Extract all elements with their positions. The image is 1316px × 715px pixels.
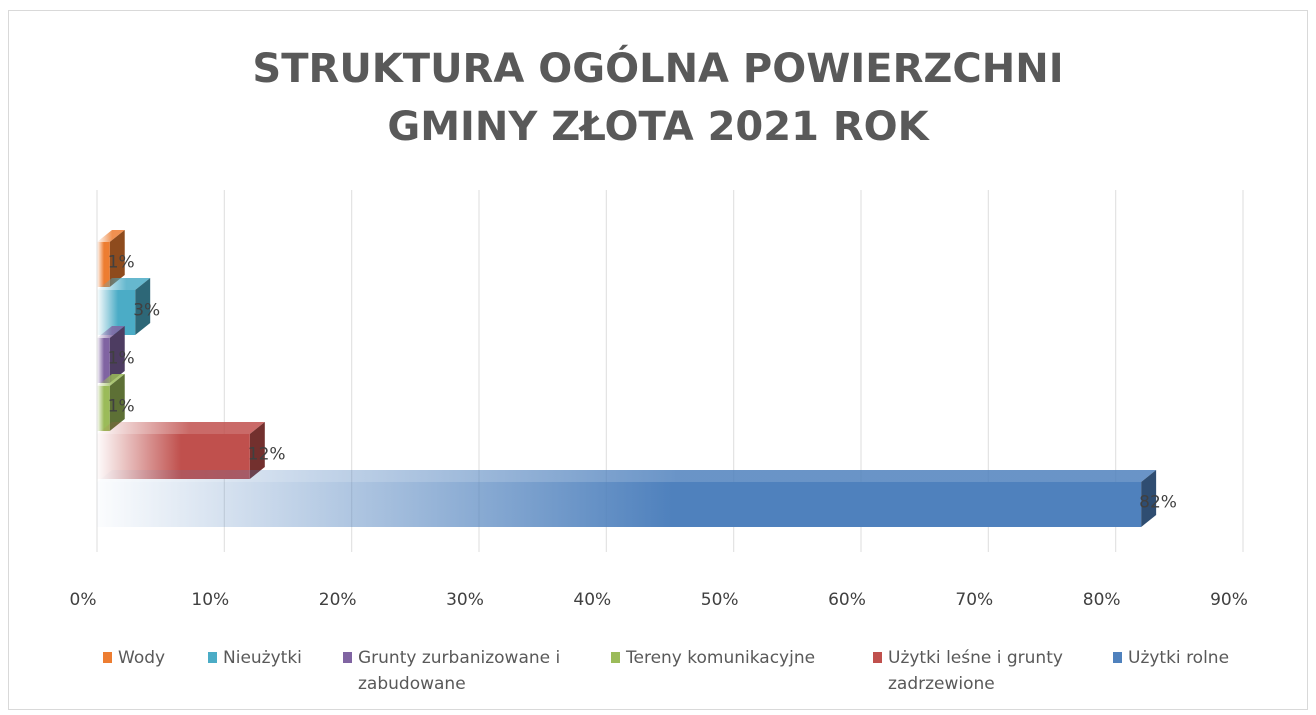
bar-top (97, 326, 125, 338)
legend-label: Wody (118, 648, 166, 668)
bar-top (97, 422, 265, 434)
bar-side (1141, 470, 1157, 527)
legend-swatch (1113, 652, 1122, 663)
x-tick-label: 80% (1083, 590, 1121, 610)
bar-side (135, 278, 151, 335)
legend-item: Tereny komunikacyjne (611, 645, 815, 671)
data-label: 82% (1139, 493, 1177, 513)
bar (97, 482, 1142, 527)
legend-item: Nieużytki (208, 645, 302, 671)
data-label: 12% (248, 445, 286, 465)
data-label: 1% (108, 253, 135, 273)
bar (97, 242, 110, 287)
data-label: 3% (133, 301, 160, 321)
x-tick-label: 60% (828, 590, 866, 610)
x-tick-label: 50% (701, 590, 739, 610)
x-tick-label: 10% (191, 590, 229, 610)
bar-top (97, 470, 1157, 482)
bar (97, 338, 110, 383)
x-tick-label: 30% (446, 590, 484, 610)
legend-swatch (208, 652, 217, 663)
legend-item: Wody (103, 645, 165, 671)
legend-swatch (611, 652, 620, 663)
chart-title: STRUKTURA OGÓLNA POWIERZCHNI GMINY ZŁOTA… (252, 46, 1064, 150)
legend-swatch (343, 652, 352, 663)
bar-side (249, 422, 265, 479)
bar-side (109, 374, 125, 431)
x-tick-label: 90% (1210, 590, 1248, 610)
bar-side (109, 230, 125, 287)
data-label: 1% (108, 349, 135, 369)
x-tick-label: 40% (573, 590, 611, 610)
bar-top (97, 230, 125, 242)
legend-label: Grunty zurbanizowane i zabudowane (358, 648, 561, 694)
legend-label: Użytki leśne i grunty zadrzewione (888, 648, 1063, 694)
bar (97, 386, 110, 431)
legend-label: Tereny komunikacyjne (626, 648, 816, 668)
legend-label: Użytki rolne (1128, 648, 1230, 668)
bar-top (97, 278, 151, 290)
bar-side (109, 326, 125, 383)
legend-item: Użytki leśne i grunty zadrzewione (873, 645, 1128, 697)
legend-swatch (873, 652, 882, 663)
x-tick-label: 0% (70, 590, 97, 610)
x-tick-label: 20% (319, 590, 357, 610)
legend-swatch (103, 652, 112, 663)
legend-label: Nieużytki (223, 648, 302, 668)
data-label: 1% (108, 397, 135, 417)
chart-frame (8, 10, 1308, 710)
legend-item: Użytki rolne (1113, 645, 1229, 671)
legend-item: Grunty zurbanizowane i zabudowane (343, 645, 608, 697)
bar-top (97, 374, 125, 386)
x-tick-label: 70% (955, 590, 993, 610)
